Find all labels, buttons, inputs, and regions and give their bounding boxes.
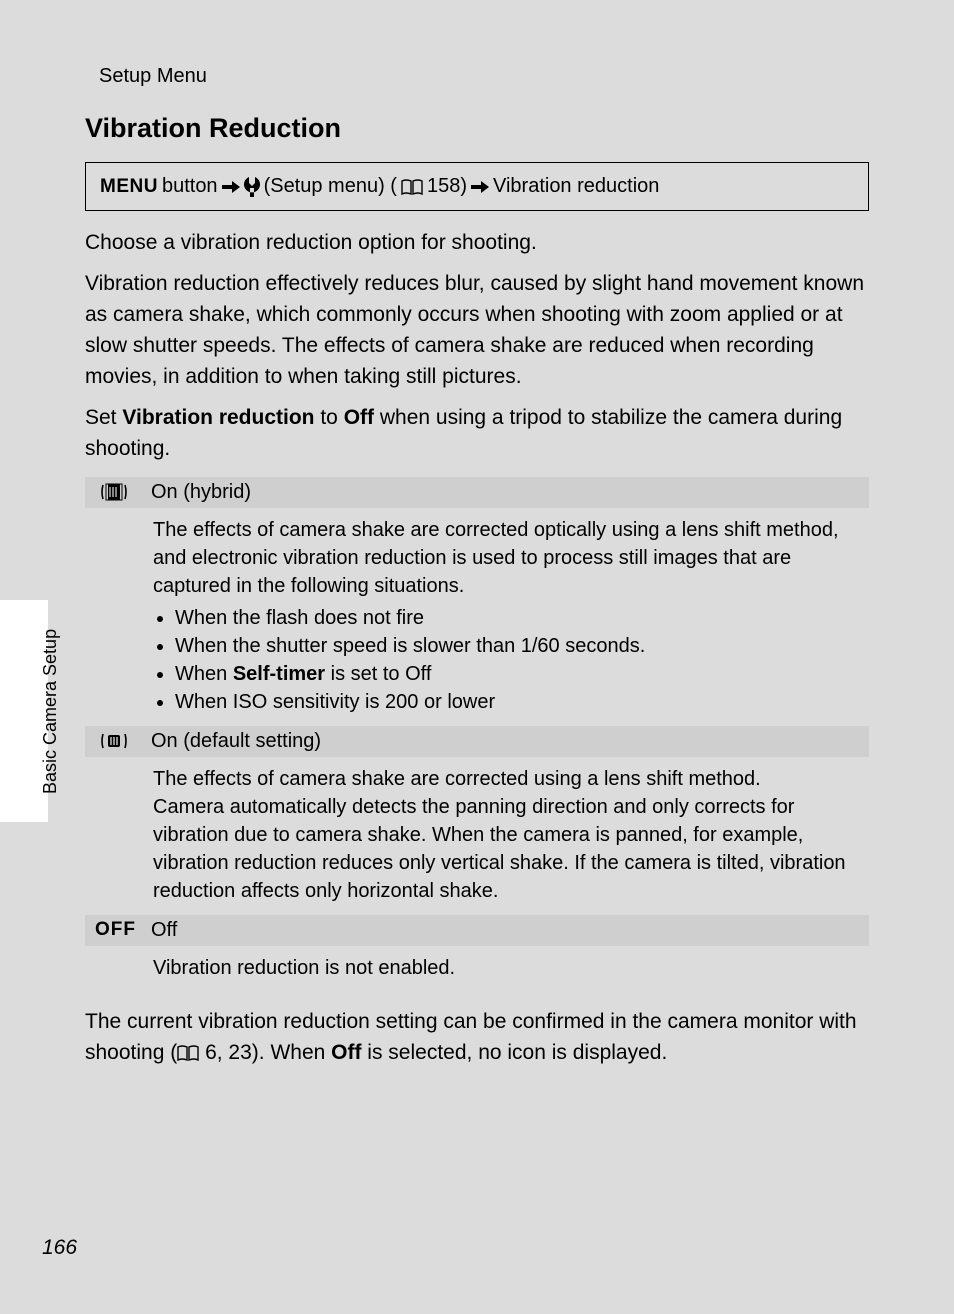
option-header-off: OFF Off xyxy=(85,915,869,946)
text-fragment: Set xyxy=(85,406,122,429)
menu-label: MENU xyxy=(100,176,158,198)
option-description: The effects of camera shake are correcte… xyxy=(153,516,861,600)
nav-destination: Vibration reduction xyxy=(493,175,659,198)
book-icon xyxy=(177,1045,199,1061)
list-item: When the flash does not fire xyxy=(175,604,861,632)
intro-paragraph-1: Choose a vibration reduction option for … xyxy=(85,227,869,258)
text-bold: Self-timer xyxy=(233,663,325,685)
list-item: When Self-timer is set to Off xyxy=(175,660,861,688)
side-section-label: Basic Camera Setup xyxy=(40,605,62,817)
book-icon xyxy=(401,179,423,195)
arrow-right-icon xyxy=(471,180,489,194)
options-table: On (hybrid) The effects of camera shake … xyxy=(85,477,869,992)
breadcrumb: Setup Menu xyxy=(99,65,207,88)
text-bold: Off xyxy=(331,1041,361,1064)
option-body-hybrid: The effects of camera shake are correcte… xyxy=(85,508,869,726)
option-body-off: Vibration reduction is not enabled. xyxy=(85,946,869,992)
text-fragment: When xyxy=(175,663,233,685)
option-description: Vibration reduction is not enabled. xyxy=(153,954,861,982)
option-header-hybrid: On (hybrid) xyxy=(85,477,869,508)
menu-path-box: MENU button (Setup menu) ( 158) Vibratio… xyxy=(85,162,869,211)
option-body-on: The effects of camera shake are correcte… xyxy=(85,757,869,915)
off-icon-text: OFF xyxy=(95,919,133,941)
list-item: When the shutter speed is slower than 1/… xyxy=(175,632,861,660)
vr-hybrid-icon xyxy=(95,482,133,502)
option-label: On (hybrid) xyxy=(151,481,251,504)
page-container: Setup Menu Basic Camera Setup Vibration … xyxy=(0,0,954,1314)
intro-paragraph-3: Set Vibration reduction to Off when usin… xyxy=(85,402,869,464)
nav-text-button: button xyxy=(162,175,218,198)
vr-on-icon xyxy=(95,731,133,751)
text-fragment: is selected, no icon is displayed. xyxy=(361,1041,667,1064)
content-area: Vibration Reduction MENU button (Setup m… xyxy=(85,113,869,1078)
wrench-icon xyxy=(244,177,260,197)
option-header-on: On (default setting) xyxy=(85,726,869,757)
option-label: On (default setting) xyxy=(151,730,321,753)
text-bold: Vibration reduction xyxy=(122,406,314,429)
text-fragment: to xyxy=(315,406,344,429)
outro-paragraph: The current vibration reduction setting … xyxy=(85,1006,869,1068)
option-description: The effects of camera shake are correcte… xyxy=(153,765,861,905)
page-title: Vibration Reduction xyxy=(85,113,869,144)
text-fragment: is set to Off xyxy=(325,663,431,685)
page-number: 166 xyxy=(42,1236,77,1260)
option-bullet-list: When the flash does not fire When the sh… xyxy=(153,604,861,716)
arrow-right-icon xyxy=(222,180,240,194)
nav-text-setup: (Setup menu) ( xyxy=(264,175,397,198)
list-item: When ISO sensitivity is 200 or lower xyxy=(175,688,861,716)
text-fragment: 6, 23). When xyxy=(205,1041,331,1064)
text-bold: Off xyxy=(344,406,374,429)
nav-page-ref: 158) xyxy=(427,175,467,198)
intro-paragraph-2: Vibration reduction effectively reduces … xyxy=(85,268,869,392)
option-label: Off xyxy=(151,919,177,942)
